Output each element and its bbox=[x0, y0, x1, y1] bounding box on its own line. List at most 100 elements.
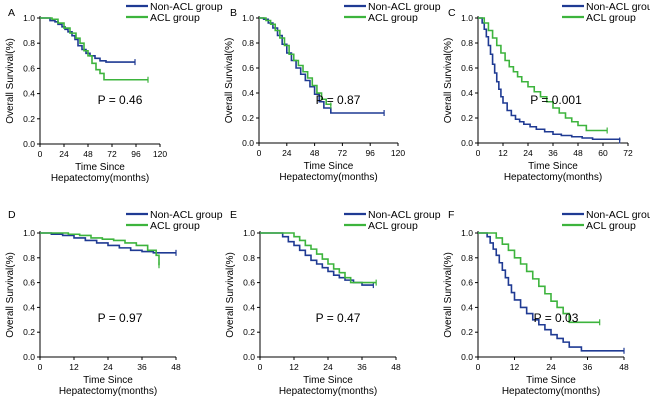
x-tick-label: 120 bbox=[391, 148, 405, 158]
panel-C: C 0 12 24 36 48 60 72 0.0 0.2 0.4 0.6 0.8 1.0 Overall … bbox=[443, 1, 650, 183]
y-tick-label: 0.6 bbox=[242, 63, 254, 73]
y-tick-label: 0.6 bbox=[23, 63, 35, 73]
y-tick-label: 0.6 bbox=[461, 278, 473, 288]
y-tick-label: 0.0 bbox=[23, 139, 35, 149]
acl-curve bbox=[40, 17, 148, 81]
y-tick-label: 1.0 bbox=[23, 13, 35, 23]
x-tick-label: 48 bbox=[310, 148, 320, 158]
x-axis-label-line2: Hepatectomy(months) bbox=[504, 172, 602, 183]
x-axis-label-line1: Time Since bbox=[304, 161, 354, 172]
legend-label: ACL group bbox=[150, 12, 200, 24]
x-axis-label-line1: Time Since bbox=[75, 162, 125, 173]
non-acl-curve bbox=[478, 17, 621, 141]
x-tick-label: 0 bbox=[257, 148, 262, 158]
y-tick-label: 0.4 bbox=[23, 302, 35, 312]
non-acl-curve bbox=[478, 232, 624, 352]
x-axis-label-line2: Hepatectomy(months) bbox=[59, 386, 157, 397]
acl-curve bbox=[478, 17, 608, 132]
x-tick-label: 24 bbox=[546, 362, 556, 372]
acl-curve bbox=[40, 232, 160, 266]
non-acl-curve bbox=[260, 232, 374, 286]
x-tick-label: 12 bbox=[289, 362, 299, 372]
p-value: P = 0.001 bbox=[530, 93, 582, 107]
x-tick-label: 72 bbox=[107, 149, 117, 159]
non-acl-curve bbox=[40, 17, 135, 63]
legend-label: ACL group bbox=[586, 220, 636, 232]
y-tick-label: 0.4 bbox=[461, 88, 473, 98]
y-tick-label: 0.0 bbox=[243, 352, 255, 362]
legend-label: ACL group bbox=[368, 220, 418, 232]
y-tick-label: 0.0 bbox=[23, 352, 35, 362]
x-tick-label: 96 bbox=[131, 149, 141, 159]
y-axis-label: Overall Survival(%) bbox=[225, 252, 236, 338]
panel-label: C bbox=[448, 7, 456, 19]
panel-label: F bbox=[448, 209, 454, 221]
x-tick-label: 48 bbox=[573, 148, 583, 158]
legend-label: ACL group bbox=[368, 12, 418, 24]
x-tick-label: 0 bbox=[476, 148, 481, 158]
panel-F: F 0 12 24 36 48 0.0 0.2 0.4 0.6 0.8 1.0 Overall Surv… bbox=[443, 209, 650, 397]
x-tick-label: 24 bbox=[323, 362, 333, 372]
y-axis-label: Overall Survival(%) bbox=[5, 252, 16, 338]
x-tick-label: 48 bbox=[619, 362, 629, 372]
y-tick-label: 0.6 bbox=[23, 278, 35, 288]
legend-label: Non-ACL group bbox=[368, 209, 441, 221]
x-tick-label: 0 bbox=[38, 149, 43, 159]
y-axis-label: Overall Survival(%) bbox=[224, 38, 235, 124]
y-axis-label: Overall Survival(%) bbox=[5, 38, 16, 124]
x-tick-label: 24 bbox=[523, 148, 533, 158]
y-tick-label: 0.4 bbox=[242, 88, 254, 98]
y-tick-label: 0.2 bbox=[461, 113, 473, 123]
x-tick-label: 72 bbox=[623, 148, 633, 158]
x-tick-label: 72 bbox=[338, 148, 348, 158]
y-tick-label: 1.0 bbox=[243, 228, 255, 238]
y-tick-label: 0.6 bbox=[461, 63, 473, 73]
non-acl-curve bbox=[40, 232, 176, 254]
x-tick-label: 0 bbox=[476, 362, 481, 372]
x-tick-label: 60 bbox=[598, 148, 608, 158]
panel-label: D bbox=[8, 209, 16, 221]
y-tick-label: 0.2 bbox=[243, 327, 255, 337]
x-tick-label: 48 bbox=[391, 362, 401, 372]
x-axis-label-line2: Hepatectomy(months) bbox=[279, 172, 377, 183]
y-tick-label: 0.4 bbox=[23, 89, 35, 99]
x-tick-label: 0 bbox=[38, 362, 43, 372]
y-tick-label: 0.2 bbox=[23, 114, 35, 124]
legend-label: Non-ACL group bbox=[586, 1, 650, 13]
legend-label: Non-ACL group bbox=[150, 209, 223, 221]
y-tick-label: 0.8 bbox=[461, 38, 473, 48]
x-tick-label: 48 bbox=[171, 362, 181, 372]
x-tick-label: 24 bbox=[59, 149, 69, 159]
x-axis-label-line1: Time Since bbox=[303, 375, 353, 386]
x-tick-label: 36 bbox=[137, 362, 147, 372]
panel-D: D 0 12 24 36 48 0.0 0.2 0.4 0.6 0.8 1.0 Overall Surv… bbox=[5, 209, 223, 397]
acl-curve bbox=[259, 17, 332, 106]
y-tick-label: 1.0 bbox=[23, 228, 35, 238]
x-axis-label-line2: Hepatectomy(months) bbox=[502, 386, 600, 397]
x-tick-label: 48 bbox=[83, 149, 93, 159]
x-axis-label-line1: Time Since bbox=[526, 375, 576, 386]
y-tick-label: 0.0 bbox=[461, 138, 473, 148]
x-tick-label: 96 bbox=[365, 148, 375, 158]
p-value: P = 0.47 bbox=[316, 311, 361, 325]
y-tick-label: 1.0 bbox=[461, 13, 473, 23]
panel-A: A 0 24 48 72 96 120 0.0 0.2 0.4 0.6 0.8 1.0 Overall S… bbox=[5, 1, 223, 184]
y-tick-label: 0.4 bbox=[243, 302, 255, 312]
p-value: P = 0.46 bbox=[98, 93, 143, 107]
x-axis-label-line1: Time Since bbox=[528, 161, 578, 172]
acl-curve bbox=[260, 232, 377, 284]
y-tick-label: 0.6 bbox=[243, 278, 255, 288]
y-tick-label: 0.2 bbox=[461, 327, 473, 337]
panel-E: E 0 12 24 36 48 0.0 0.2 0.4 0.6 0.8 1.0 Overall Surv… bbox=[225, 209, 441, 397]
p-value: P = 0.87 bbox=[316, 93, 361, 107]
x-tick-label: 12 bbox=[498, 148, 508, 158]
y-tick-label: 0.8 bbox=[23, 253, 35, 263]
x-tick-label: 120 bbox=[153, 149, 167, 159]
y-axis-label: Overall Survival(%) bbox=[443, 38, 454, 124]
x-tick-label: 0 bbox=[258, 362, 263, 372]
y-tick-label: 0.8 bbox=[23, 38, 35, 48]
x-tick-label: 12 bbox=[69, 362, 79, 372]
x-tick-label: 24 bbox=[103, 362, 113, 372]
panel-label: A bbox=[8, 7, 15, 19]
